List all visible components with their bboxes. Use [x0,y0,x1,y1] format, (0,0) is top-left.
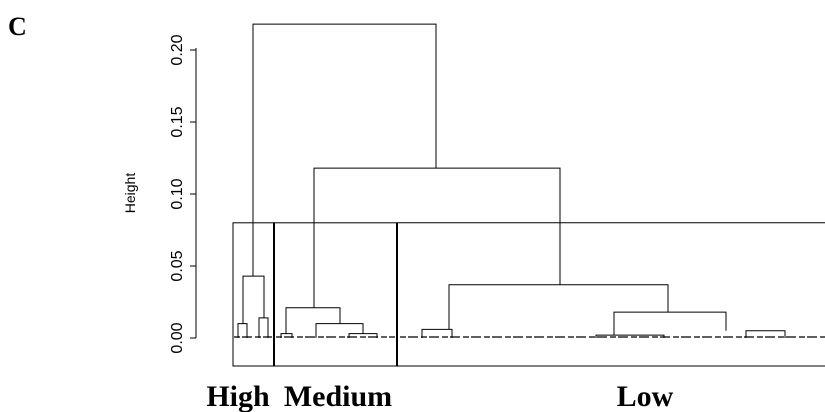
merge-link-low_sub_a [421,328,453,338]
dendrogram-tree [234,23,825,338]
cluster-cut-boxes [232,222,825,367]
y-tick-label: 0.15 [169,106,186,137]
merge-link-med_sub_c [315,323,364,338]
y-tick-label: 0.10 [169,178,186,209]
merge-link-medium [285,307,341,334]
y-tick-label: 0.00 [169,322,186,353]
cluster-label-high: High [206,380,270,412]
cluster-box-low [397,222,825,367]
cluster-box-medium [273,222,398,367]
y-tick-label: 0.05 [169,250,186,281]
merge-link-high_sub_a [237,323,248,338]
cluster-labels: High Medium Low [206,380,673,412]
merge-link-low [448,284,669,330]
merge-link-low_sub_c [745,330,786,338]
cluster-label-medium: Medium [284,380,392,412]
merge-link-medium_low [313,167,561,308]
y-axis-title: Height [122,173,138,214]
y-tick-label: 0.20 [169,34,186,65]
panel-letter: C [8,12,27,41]
merge-link-root [252,23,437,277]
merge-link-high [242,275,265,324]
cluster-label-low: Low [617,380,674,412]
merge-link-high_sub_b [258,317,269,338]
y-axis: 0.00 0.05 0.10 0.15 0.20 [169,34,197,354]
merge-link-low_sub_d [613,311,727,336]
